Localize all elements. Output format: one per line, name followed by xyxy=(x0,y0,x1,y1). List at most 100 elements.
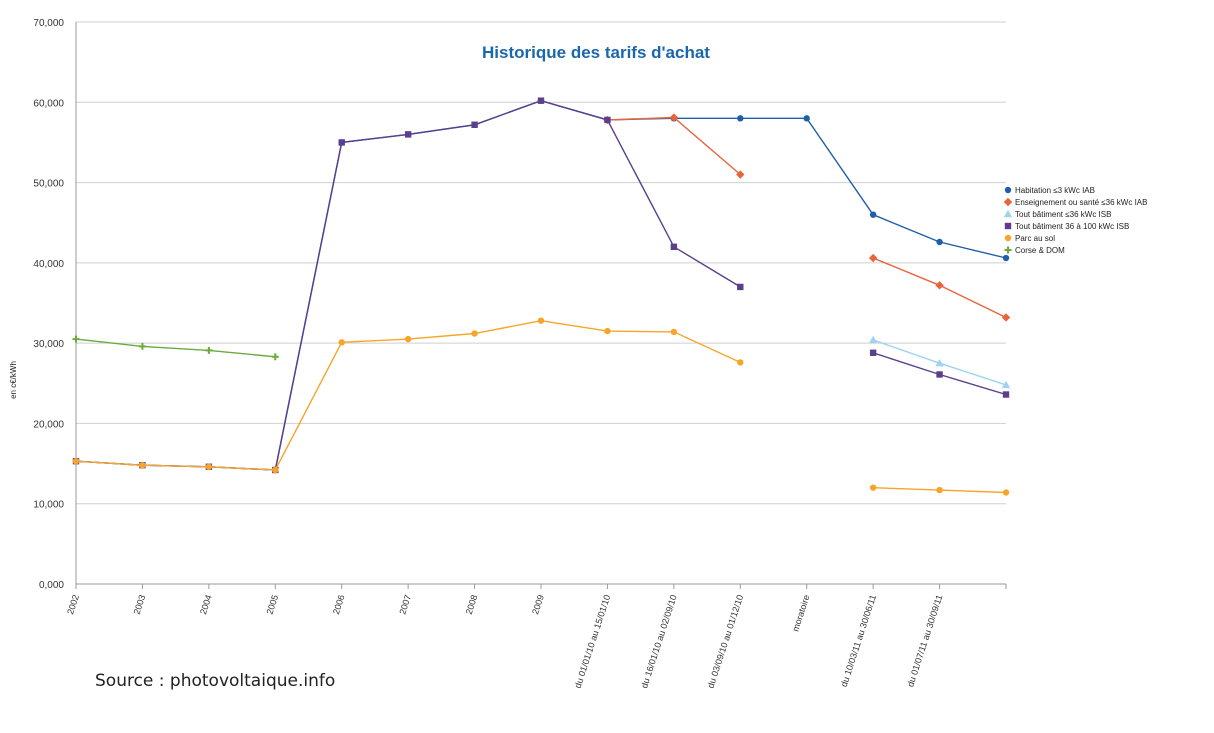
y-tick-label: 60,000 xyxy=(33,98,64,109)
y-tick-label: 50,000 xyxy=(33,179,64,190)
legend-marker xyxy=(1004,186,1012,194)
data-point xyxy=(1002,254,1010,262)
data-point xyxy=(737,359,744,366)
data-point xyxy=(271,353,279,361)
data-point xyxy=(670,328,678,336)
legend-label: Habitation ≤3 kWc IAB xyxy=(1015,186,1095,195)
legend-marker xyxy=(1004,222,1012,230)
data-point xyxy=(1002,489,1010,496)
x-tick-label: du 16/01/10 au 02/09/10 xyxy=(639,594,679,690)
legend-marker xyxy=(1004,234,1012,242)
source-note: Source : photovoltaique.info xyxy=(95,671,336,691)
legend-marker xyxy=(1003,197,1013,207)
series-line xyxy=(75,338,276,358)
x-tick-label: 2009 xyxy=(530,594,546,616)
legend-item: Corse & DOM xyxy=(1004,246,1065,255)
data-point xyxy=(936,371,943,378)
legend-label: Parc au sol xyxy=(1015,234,1055,243)
y-tick-label: 70,000 xyxy=(33,18,64,29)
legend-marker xyxy=(1003,209,1013,218)
x-tick-label: du 01/01/10 au 15/01/10 xyxy=(573,594,613,690)
series-tout-b-timent-36-kwc-isb xyxy=(868,335,1011,389)
legend-item: Tout bâtiment 36 à 100 kWc ISB xyxy=(1004,222,1129,231)
x-tick-label: du 10/03/11 au 30/06/11 xyxy=(839,594,878,689)
series-parc-au-sol xyxy=(72,317,1010,496)
data-point xyxy=(737,283,744,291)
data-point xyxy=(737,115,744,122)
data-point xyxy=(338,339,345,346)
legend: Habitation ≤3 kWc IAB Enseignement ou san… xyxy=(1003,186,1147,255)
chart-title: Historique des tarifs d'achat xyxy=(482,43,710,62)
data-point xyxy=(604,327,611,335)
series-line xyxy=(75,319,1007,494)
data-point xyxy=(404,131,412,138)
legend-item: Enseignement ou santé ≤36 kWc IAB xyxy=(1003,197,1147,207)
data-point xyxy=(869,484,877,491)
data-point xyxy=(935,281,944,290)
data-point xyxy=(139,461,146,469)
legend-item: Habitation ≤3 kWc IAB xyxy=(1004,186,1095,195)
series-habitation-3-kwc-iab xyxy=(72,97,1010,474)
data-point xyxy=(471,330,478,337)
data-point xyxy=(205,346,213,354)
x-tick-label: du 03/09/10 au 01/12/10 xyxy=(706,594,746,690)
series-line xyxy=(75,99,1007,471)
x-tick-label: 2008 xyxy=(464,594,480,616)
axes: 0,000 10,000 20,000 30,000 40,000 50,000 60,00… xyxy=(33,18,1007,690)
data-point xyxy=(1001,313,1011,322)
legend-item: Parc au sol xyxy=(1004,234,1055,243)
x-tick-label: 2005 xyxy=(264,594,280,616)
x-tick-label: 2004 xyxy=(198,594,214,616)
gridlines xyxy=(76,21,1006,585)
data-point xyxy=(869,349,877,356)
x-tick-label: 2006 xyxy=(331,594,347,616)
y-tick-label: 0,000 xyxy=(39,580,64,591)
series-line xyxy=(75,99,1007,471)
legend-label: Enseignement ou santé ≤36 kWc IAB xyxy=(1015,198,1147,207)
x-tick-label: 2002 xyxy=(65,594,81,616)
legend-label: Tout bâtiment 36 à 100 kWc ISB xyxy=(1015,222,1129,231)
data-point xyxy=(272,466,279,474)
data-point xyxy=(936,238,943,246)
x-tick-label: du 01/07/11 au 30/09/11 xyxy=(905,594,944,689)
y-axis-label: en c€/kWh xyxy=(9,361,18,399)
data-point xyxy=(669,113,679,122)
data-point xyxy=(205,463,213,470)
series-tout-b-timent-36-100-kwc-isb xyxy=(72,97,1010,474)
x-tick-label: 2003 xyxy=(132,594,148,616)
x-tick-label: 2007 xyxy=(397,594,413,616)
data-point xyxy=(604,116,611,124)
series-corse-dom xyxy=(72,335,279,361)
y-tick-label: 40,000 xyxy=(33,259,64,270)
data-point xyxy=(138,342,146,350)
series-line xyxy=(607,116,1007,319)
y-tick-label: 10,000 xyxy=(33,500,64,511)
x-tick-label: moratoire xyxy=(790,594,811,633)
legend-marker xyxy=(1004,246,1012,254)
data-point xyxy=(338,139,345,146)
data-point xyxy=(935,359,944,367)
data-point xyxy=(537,97,545,104)
data-point xyxy=(1002,391,1010,398)
data-point xyxy=(868,335,878,344)
data-point xyxy=(72,335,80,343)
legend-label: Corse & DOM xyxy=(1015,246,1065,255)
data-point xyxy=(471,121,478,128)
data-point xyxy=(803,115,810,122)
data-point xyxy=(1001,380,1011,389)
y-tick-label: 30,000 xyxy=(33,339,64,350)
data-point xyxy=(936,486,943,494)
data-point xyxy=(72,457,80,465)
data-point xyxy=(537,317,545,324)
y-tick-label: 20,000 xyxy=(33,419,64,430)
series-enseignement-ou-sant-36-kwc-iab xyxy=(603,113,1011,322)
data-point xyxy=(404,335,412,343)
legend-item: Tout bâtiment ≤36 kWc ISB xyxy=(1003,209,1111,219)
data-point xyxy=(869,211,877,218)
data-point xyxy=(736,170,745,179)
data-point xyxy=(868,253,878,263)
data-point xyxy=(670,243,678,250)
legend-label: Tout bâtiment ≤36 kWc ISB xyxy=(1015,210,1111,219)
series xyxy=(72,97,1011,496)
